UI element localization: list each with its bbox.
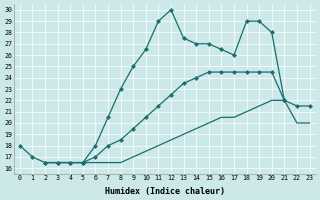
X-axis label: Humidex (Indice chaleur): Humidex (Indice chaleur) [105,187,225,196]
